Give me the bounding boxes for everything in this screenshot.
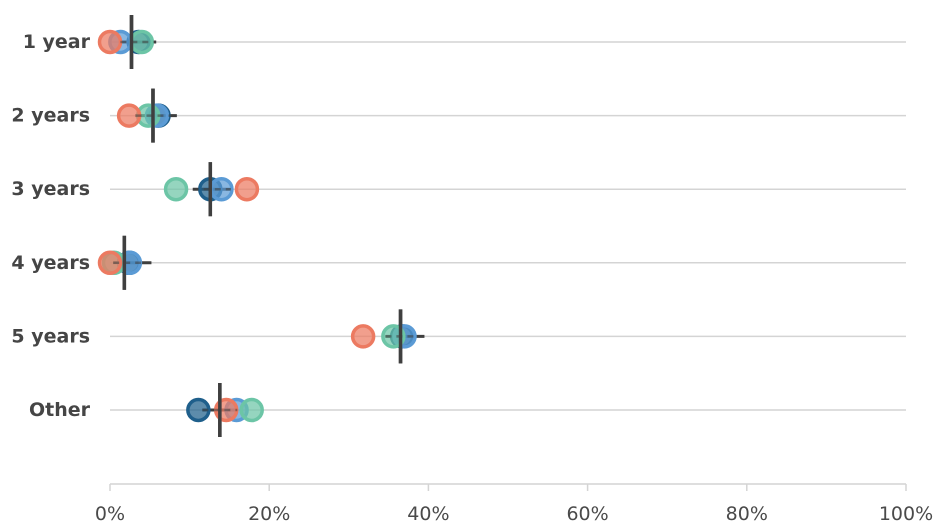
data-point: [350, 324, 376, 349]
category-label: 3 years: [11, 178, 90, 200]
category-label: 2 years: [11, 105, 90, 127]
category-label: 4 years: [11, 252, 90, 274]
data-point: [381, 324, 406, 349]
category-labels: 1 year 2 years 3 years 4 years 5 years Other: [11, 31, 90, 421]
category-label: Other: [29, 399, 91, 421]
x-tick-label: 100%: [879, 503, 933, 523]
x-tick-label: 40%: [407, 503, 449, 523]
category-label: 5 years: [11, 325, 90, 347]
x-tick-label: 20%: [248, 503, 290, 523]
data-points: [97, 15, 425, 437]
category-label: 1 year: [23, 31, 91, 53]
gridlines: [110, 41, 906, 411]
data-point: [163, 176, 189, 202]
data-point: [97, 250, 123, 276]
x-tick-label: 0%: [95, 503, 125, 523]
data-point: [234, 176, 260, 202]
x-tick-label: 60%: [566, 503, 608, 523]
x-tick-label: 80%: [726, 503, 768, 523]
data-point: [186, 397, 211, 423]
data-point: [97, 29, 123, 55]
data-point: [239, 397, 264, 423]
reference-markers: [113, 15, 425, 437]
x-axis-ticks: 0% 20% 40% 60% 80% 100%: [95, 484, 933, 523]
